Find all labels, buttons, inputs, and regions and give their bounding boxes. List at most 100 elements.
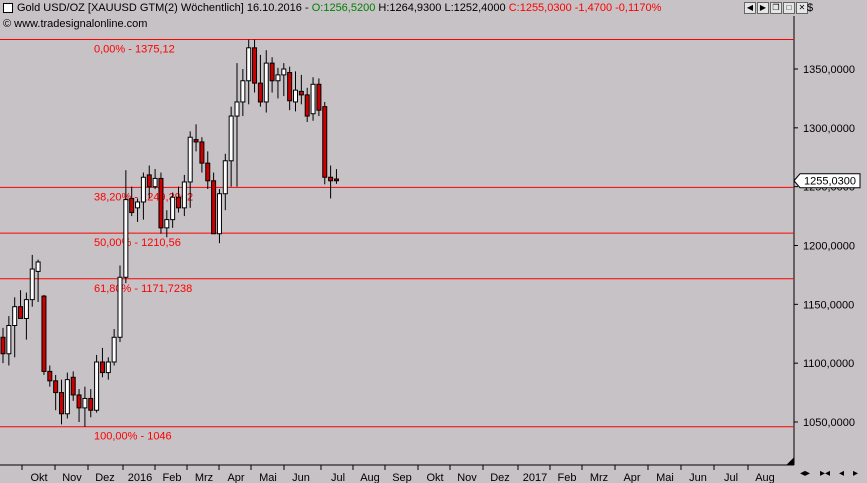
- y-tick-label: 1300,0000: [803, 123, 855, 135]
- candle-up: [293, 89, 298, 103]
- candle-up: [228, 115, 234, 162]
- x-tick-label: Dez: [95, 472, 115, 483]
- candle-up: [281, 68, 287, 76]
- candle-down: [304, 94, 310, 117]
- candle-down: [53, 380, 59, 394]
- fib-label: 61,80% - 1171,7238: [94, 283, 192, 295]
- x-tick-label: Mai: [656, 472, 674, 483]
- candle-down: [322, 106, 328, 178]
- candle-up: [164, 219, 170, 229]
- close-icon[interactable]: ✕: [796, 2, 808, 14]
- candle-up: [181, 181, 187, 209]
- candle-down: [211, 180, 217, 235]
- x-tick-label: Jun: [689, 472, 707, 483]
- candle-down: [99, 361, 105, 374]
- close-value: C:1255,0300: [508, 2, 572, 14]
- x-tick-label: Jul: [331, 472, 345, 483]
- date-label: 16.10.2016: [246, 2, 302, 14]
- x-tick-label: Nov: [62, 472, 82, 483]
- scroll-right-icon[interactable]: ▸: [853, 468, 859, 479]
- candle-up: [35, 261, 41, 272]
- x-tick-label: Apr: [227, 472, 244, 483]
- scroll-left-icon[interactable]: ◂: [839, 468, 845, 479]
- maximize-icon[interactable]: □: [783, 2, 795, 14]
- fib-label: 0,00% - 1375,12: [94, 43, 175, 55]
- candle-down: [269, 62, 275, 82]
- x-tick-label: Jun: [292, 472, 310, 483]
- change-pct-value: -0,1170%: [615, 2, 662, 14]
- candle-up: [152, 177, 158, 188]
- candle-up: [216, 193, 222, 235]
- x-tick-label: Feb: [163, 472, 182, 483]
- x-tick-label: Jul: [724, 472, 738, 483]
- last-price-tag: [793, 173, 861, 189]
- x-tick-label: Okt: [426, 472, 443, 483]
- x-tick-label: Apr: [623, 472, 640, 483]
- candle-up: [263, 62, 269, 103]
- last-price-label: 1255,0300: [804, 176, 856, 188]
- candle-down: [158, 177, 164, 229]
- candle-down: [298, 90, 304, 96]
- separator: -: [304, 2, 309, 14]
- open-value: O:1256,5200: [311, 2, 376, 14]
- fib-label: 50,00% - 1210,56: [94, 237, 181, 249]
- x-tick-label: Mrz: [590, 472, 608, 483]
- candle-down: [0, 336, 6, 355]
- candle-down: [70, 376, 76, 396]
- change-value: -1,4700: [574, 2, 613, 14]
- candle-up: [29, 268, 35, 301]
- candle-up: [94, 361, 100, 411]
- x-tick-label: 2016: [128, 472, 152, 483]
- instrument-label: Gold USD/OZ [XAUUSD GTM(2): [17, 2, 178, 14]
- x-tick-label: Okt: [30, 472, 47, 483]
- candle-down: [205, 162, 211, 182]
- candle-up: [64, 379, 70, 415]
- candle-up: [222, 160, 228, 195]
- candle-up: [111, 336, 117, 363]
- x-tick-label: Mai: [259, 472, 277, 483]
- x-tick-label: 2017: [523, 472, 547, 483]
- candle-up: [310, 83, 316, 115]
- chart-header: Gold USD/OZ [XAUUSD GTM(2) Wöchentlich] …: [0, 0, 790, 17]
- restore-icon[interactable]: ❐: [770, 2, 782, 14]
- low-value: L:1252,4000: [444, 2, 506, 14]
- resize-grip-icon[interactable]: ◢: [786, 456, 794, 467]
- y-tick-label: 1150,0000: [803, 299, 854, 311]
- x-tick-label: Mrz: [195, 472, 213, 483]
- high-value: H:1264,9300: [378, 2, 442, 14]
- candle-down: [18, 306, 24, 319]
- candle-down: [328, 176, 334, 182]
- candle-down: [129, 197, 135, 214]
- copyright-label: © www.tradesignalonline.com: [3, 18, 148, 30]
- candle-down: [333, 178, 339, 182]
- window-box-icon: [3, 3, 13, 14]
- candle-down: [252, 47, 258, 84]
- candle-down: [146, 174, 152, 188]
- x-tick-label: Aug: [755, 472, 775, 483]
- candle-down: [47, 370, 53, 382]
- candle-up: [123, 199, 129, 278]
- candle-down: [76, 394, 82, 409]
- x-tick-label: Feb: [558, 472, 577, 483]
- candle-up: [234, 101, 240, 117]
- candle-down: [88, 397, 94, 411]
- candle-down: [316, 83, 322, 111]
- zoom-out-icon[interactable]: ◂▸: [800, 468, 811, 479]
- candle-up: [246, 47, 252, 82]
- arrow-left-icon[interactable]: ◀: [744, 2, 756, 14]
- x-tick-label: Nov: [457, 472, 477, 483]
- y-tick-label: 1100,0000: [803, 358, 854, 370]
- candle-down: [59, 392, 64, 415]
- y-tick-label: 1350,0000: [803, 64, 855, 76]
- y-tick-label: 1050,0000: [803, 417, 855, 429]
- period-label: Wöchentlich]: [180, 2, 244, 14]
- candle-up: [240, 80, 246, 103]
- candle-up: [12, 306, 18, 327]
- x-tick-label: Sep: [392, 472, 412, 483]
- arrow-right-icon[interactable]: ▶: [757, 2, 769, 14]
- candle-up: [170, 196, 176, 221]
- candle-down: [176, 196, 181, 209]
- x-tick-label: Dez: [490, 472, 510, 483]
- zoom-in-icon[interactable]: ▸◂: [820, 468, 831, 479]
